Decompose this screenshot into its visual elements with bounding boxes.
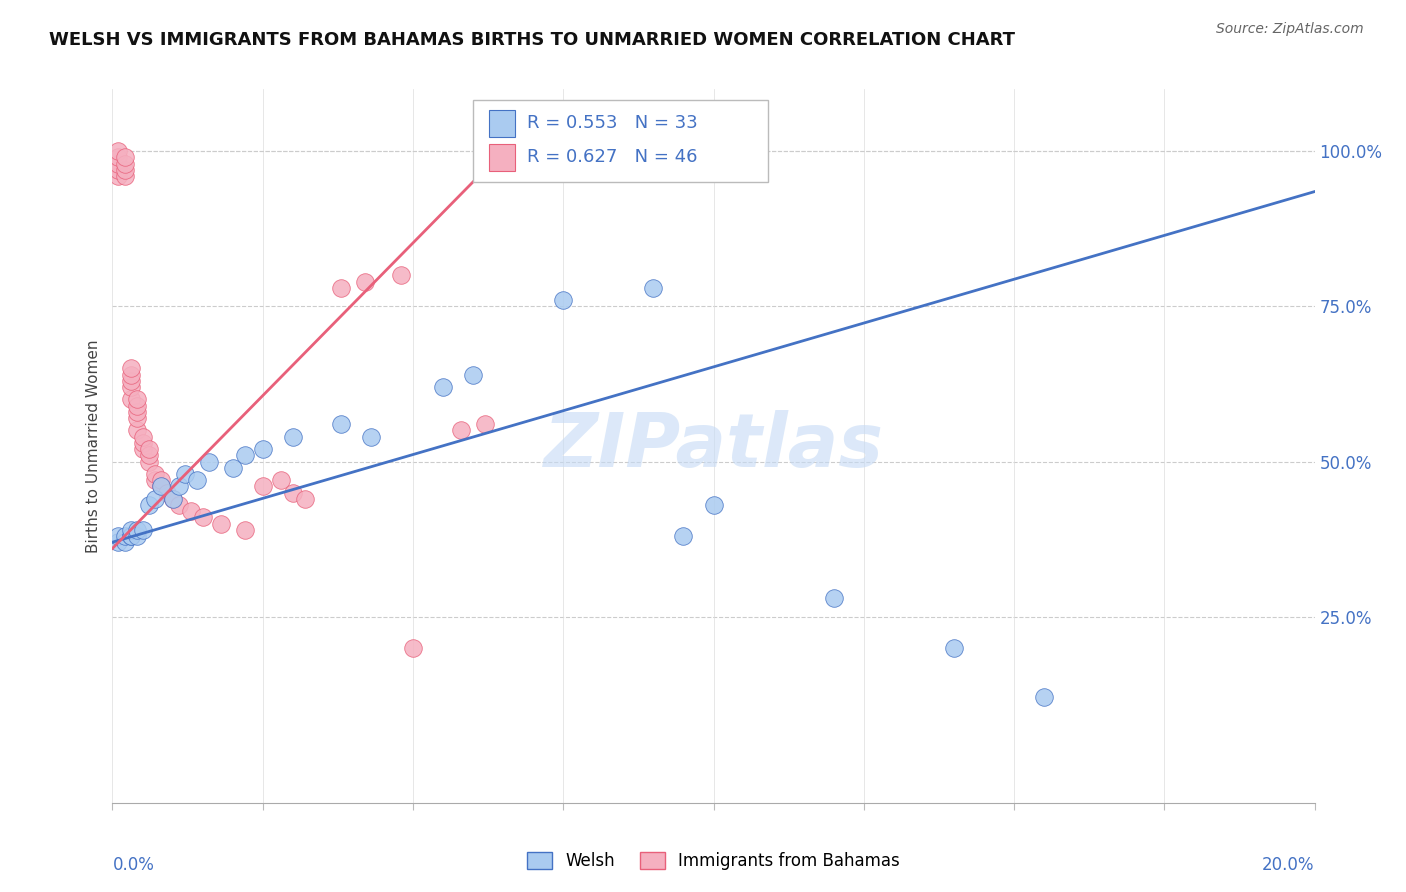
Point [125,411,148,425]
Point [125,529,148,543]
Point [942,640,965,655]
Point [125,424,148,438]
Point [432,380,454,394]
Point [125,399,148,413]
Text: Source: ZipAtlas.com: Source: ZipAtlas.com [1216,22,1364,37]
Point [281,485,304,500]
Point [114,169,136,183]
Point [823,591,845,605]
FancyBboxPatch shape [489,110,515,137]
Point [167,479,190,493]
Point [138,498,160,512]
Point [173,467,195,481]
Point [131,436,153,450]
Point [107,156,129,170]
Point [120,392,142,407]
Point [252,479,274,493]
Point [107,151,129,165]
Point [120,529,142,543]
Point [360,430,382,444]
Point [120,529,142,543]
Point [131,523,153,537]
Point [143,491,166,506]
Point [222,460,245,475]
FancyBboxPatch shape [472,100,768,182]
Point [233,448,256,462]
Point [114,162,136,177]
Point [120,361,142,376]
Point [125,523,148,537]
Point [114,151,136,165]
Text: R = 0.627   N = 46: R = 0.627 N = 46 [527,148,697,166]
Point [553,293,575,308]
Point [107,169,129,183]
Point [702,498,725,512]
Point [329,417,352,432]
Point [143,467,166,481]
Point [107,145,129,159]
Point [252,442,274,456]
Point [1033,690,1056,705]
Point [131,442,153,456]
Point [162,491,184,506]
Point [107,162,129,177]
Point [107,535,129,549]
Legend: Welsh, Immigrants from Bahamas: Welsh, Immigrants from Bahamas [520,845,907,877]
Point [143,473,166,487]
Point [107,529,129,543]
Point [125,392,148,407]
Point [149,479,172,493]
Point [138,448,160,462]
Point [197,454,219,468]
Point [167,498,190,512]
Point [138,454,160,468]
Point [120,368,142,382]
Point [114,156,136,170]
Point [209,516,232,531]
Point [120,523,142,537]
Point [672,529,695,543]
Text: 20.0%: 20.0% [1263,856,1315,874]
Point [281,430,304,444]
Point [186,473,208,487]
Point [191,510,214,524]
Point [180,504,202,518]
Text: 0.0%: 0.0% [112,856,155,874]
Point [354,275,377,289]
Text: ZIPatlas: ZIPatlas [544,409,883,483]
Point [120,380,142,394]
Point [294,491,316,506]
Point [138,442,160,456]
Point [131,430,153,444]
Point [125,405,148,419]
Point [270,473,292,487]
Point [389,268,412,283]
Point [402,640,425,655]
Point [461,368,484,382]
Y-axis label: Births to Unmarried Women: Births to Unmarried Women [86,339,101,553]
Point [155,485,177,500]
Point [450,424,472,438]
Point [643,281,665,295]
Point [120,374,142,388]
Text: WELSH VS IMMIGRANTS FROM BAHAMAS BIRTHS TO UNMARRIED WOMEN CORRELATION CHART: WELSH VS IMMIGRANTS FROM BAHAMAS BIRTHS … [49,31,1015,49]
Point [329,281,352,295]
FancyBboxPatch shape [489,144,515,171]
Point [474,417,496,432]
Point [233,523,256,537]
Text: R = 0.553   N = 33: R = 0.553 N = 33 [527,114,697,132]
Point [162,491,184,506]
Point [149,473,172,487]
Point [149,479,172,493]
Point [114,535,136,549]
Point [114,529,136,543]
